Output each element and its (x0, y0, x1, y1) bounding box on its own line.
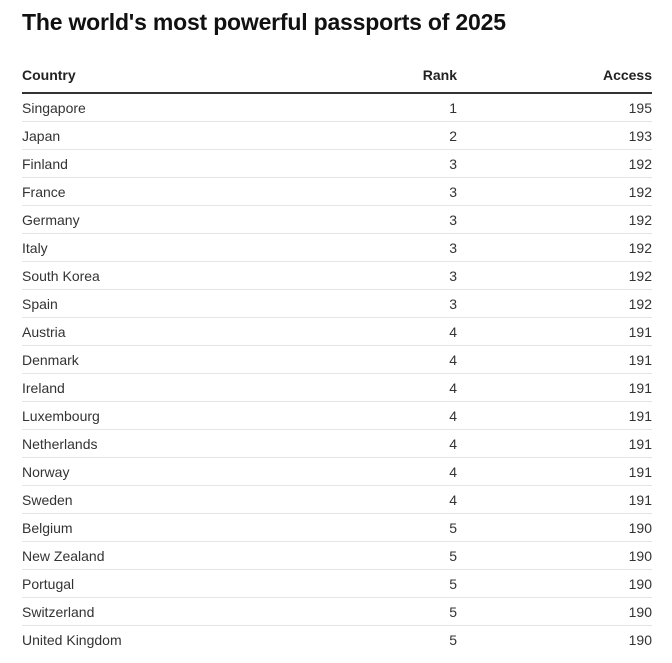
cell-rank: 4 (449, 379, 457, 396)
cell-rank: 4 (449, 435, 457, 452)
cell-access: 192 (628, 239, 652, 256)
cell-country: France (22, 183, 66, 200)
table-row: Austria 4 191 (22, 318, 652, 346)
cell-rank: 5 (449, 631, 457, 648)
table-row: Finland 3 192 (22, 150, 652, 178)
cell-rank: 5 (449, 575, 457, 592)
table-row: Denmark 4 191 (22, 346, 652, 374)
table-row: Spain 3 192 (22, 290, 652, 318)
cell-rank: 2 (449, 127, 457, 144)
cell-country: Singapore (22, 99, 86, 116)
cell-country: Spain (22, 295, 58, 312)
cell-rank: 3 (449, 267, 457, 284)
cell-access: 190 (628, 547, 652, 564)
column-header-country: Country (22, 67, 76, 83)
cell-rank: 5 (449, 519, 457, 536)
cell-access: 190 (628, 575, 652, 592)
cell-rank: 4 (449, 323, 457, 340)
cell-access: 195 (628, 99, 652, 116)
table-row: South Korea 3 192 (22, 262, 652, 290)
cell-country: Norway (22, 463, 70, 480)
table-row: France 3 192 (22, 178, 652, 206)
cell-rank: 4 (449, 407, 457, 424)
table-row: Belgium 5 190 (22, 514, 652, 542)
cell-rank: 4 (449, 491, 457, 508)
cell-access: 191 (628, 323, 652, 340)
cell-access: 191 (628, 463, 652, 480)
cell-access: 190 (628, 603, 652, 620)
cell-access: 191 (628, 351, 652, 368)
cell-access: 192 (628, 211, 652, 228)
cell-access: 191 (628, 491, 652, 508)
cell-country: South Korea (22, 267, 100, 284)
cell-country: Ireland (22, 379, 65, 396)
table-row: Germany 3 192 (22, 206, 652, 234)
cell-country: Portugal (22, 575, 75, 592)
table-header: Country Rank Access (22, 58, 652, 94)
cell-access: 191 (628, 407, 652, 424)
cell-rank: 4 (449, 463, 457, 480)
cell-country: Netherlands (22, 435, 98, 452)
cell-access: 192 (628, 155, 652, 172)
cell-access: 191 (628, 435, 652, 452)
cell-rank: 1 (449, 99, 457, 116)
table-row: Sweden 4 191 (22, 486, 652, 514)
cell-access: 192 (628, 183, 652, 200)
table-row: United Kingdom 5 190 (22, 626, 652, 653)
cell-access: 190 (628, 519, 652, 536)
cell-access: 192 (628, 267, 652, 284)
table-row: Switzerland 5 190 (22, 598, 652, 626)
cell-country: Belgium (22, 519, 73, 536)
cell-country: United Kingdom (22, 631, 122, 648)
cell-rank: 5 (449, 547, 457, 564)
cell-country: Luxembourg (22, 407, 100, 424)
table-row: Norway 4 191 (22, 458, 652, 486)
table-row: Netherlands 4 191 (22, 430, 652, 458)
table-row: Luxembourg 4 191 (22, 402, 652, 430)
cell-country: Finland (22, 155, 68, 172)
passport-table: Country Rank Access Singapore 1 195 Japan 2 1… (22, 58, 652, 653)
table-row: Japan 2 193 (22, 122, 652, 150)
table-body: Singapore 1 195 Japan 2 193 Finland 3 192 France 3… (22, 94, 652, 653)
cell-rank: 3 (449, 239, 457, 256)
cell-country: Switzerland (22, 603, 95, 620)
cell-country: Japan (22, 127, 61, 144)
cell-access: 192 (628, 295, 652, 312)
chart-title: The world's most powerful passports of 2… (22, 9, 506, 35)
cell-country: New Zealand (22, 547, 105, 564)
cell-access: 191 (628, 379, 652, 396)
cell-country: Denmark (22, 351, 79, 368)
cell-rank: 5 (449, 603, 457, 620)
cell-access: 193 (628, 127, 652, 144)
table-row: Italy 3 192 (22, 234, 652, 262)
table-row: Singapore 1 195 (22, 94, 652, 122)
cell-country: Sweden (22, 491, 73, 508)
table-row: New Zealand 5 190 (22, 542, 652, 570)
column-header-access: Access (602, 67, 652, 83)
cell-rank: 3 (449, 295, 457, 312)
cell-country: Germany (22, 211, 80, 228)
cell-rank: 3 (449, 155, 457, 172)
column-header-rank: Rank (422, 67, 457, 83)
cell-rank: 4 (449, 351, 457, 368)
table-row: Portugal 5 190 (22, 570, 652, 598)
cell-country: Austria (22, 323, 66, 340)
cell-rank: 3 (449, 183, 457, 200)
cell-rank: 3 (449, 211, 457, 228)
cell-country: Italy (22, 239, 48, 256)
table-row: Ireland 4 191 (22, 374, 652, 402)
cell-access: 190 (628, 631, 652, 648)
